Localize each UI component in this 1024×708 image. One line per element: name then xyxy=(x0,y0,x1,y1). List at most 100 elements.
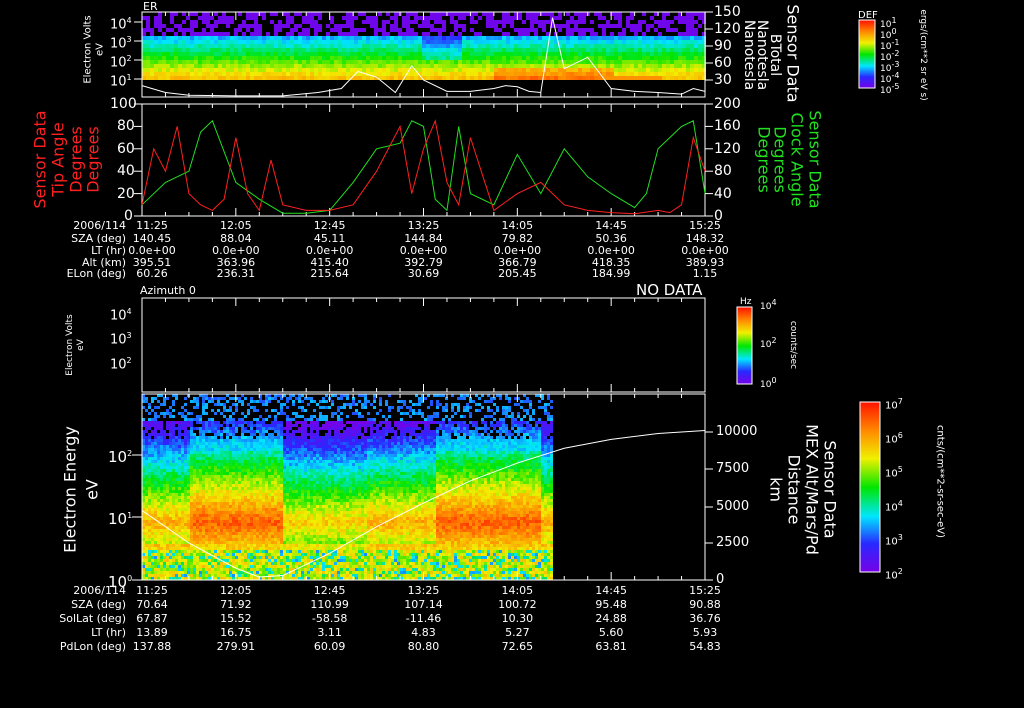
er-cell xyxy=(198,76,202,80)
er-cell xyxy=(390,68,394,72)
electron-cell xyxy=(298,427,301,430)
electron-cell xyxy=(190,472,193,475)
electron-cell xyxy=(163,517,166,520)
electron-cell xyxy=(157,451,160,454)
electron-cell xyxy=(220,430,223,433)
er-cell xyxy=(486,24,490,28)
er-cell xyxy=(406,24,410,28)
er-cell xyxy=(470,36,474,40)
er-cell xyxy=(562,72,566,76)
electron-cell xyxy=(160,547,163,550)
electron-cell xyxy=(238,484,241,487)
electron-cell xyxy=(202,451,205,454)
er-cell xyxy=(574,68,578,72)
er-cell xyxy=(166,56,170,60)
electron-cell xyxy=(205,526,208,529)
er-cell xyxy=(230,44,234,48)
er-cell xyxy=(670,40,674,44)
electron-cell xyxy=(226,532,229,535)
electron-cell xyxy=(151,478,154,481)
er-cell xyxy=(282,12,286,16)
electron-cell xyxy=(268,484,271,487)
electron-cell xyxy=(253,496,256,499)
electron-cell xyxy=(217,493,220,496)
electron-cell xyxy=(262,514,265,517)
er-cell xyxy=(690,40,694,44)
er-cell xyxy=(514,72,518,76)
er-cell xyxy=(470,48,474,52)
electron-cell xyxy=(298,484,301,487)
electron-cell xyxy=(244,397,247,400)
electron-cell xyxy=(160,448,163,451)
er-cell xyxy=(538,76,542,80)
electron-cell xyxy=(220,487,223,490)
electron-cell xyxy=(202,574,205,577)
er-cell xyxy=(250,36,254,40)
electron-cell xyxy=(259,559,262,562)
electron-cell xyxy=(238,556,241,559)
er-cell xyxy=(666,48,670,52)
electron-cell xyxy=(247,487,250,490)
er-cell xyxy=(506,12,510,16)
er-cell xyxy=(150,68,154,72)
electron-cell xyxy=(181,547,184,550)
er-cell xyxy=(566,24,570,28)
electron-cell xyxy=(199,445,202,448)
electron-cell xyxy=(199,526,202,529)
electron-cell xyxy=(235,556,238,559)
er-cell xyxy=(322,68,326,72)
er-cell xyxy=(330,76,334,80)
er-cell xyxy=(582,60,586,64)
er-cell xyxy=(182,12,186,16)
electron-cell xyxy=(145,484,148,487)
electron-cell xyxy=(175,484,178,487)
er-cell xyxy=(278,76,282,80)
electron-cell xyxy=(262,508,265,511)
electron-cell xyxy=(298,496,301,499)
electron-cell xyxy=(268,424,271,427)
electron-cell xyxy=(151,517,154,520)
er-cell xyxy=(558,36,562,40)
er-cell xyxy=(390,60,394,64)
electron-cell xyxy=(271,523,274,526)
er-cell xyxy=(226,16,230,20)
electron-cell xyxy=(271,478,274,481)
electron-cell xyxy=(226,463,229,466)
electron-cell xyxy=(142,439,145,442)
electron-cell xyxy=(232,412,235,415)
electron-cell xyxy=(280,442,283,445)
electron-cell xyxy=(190,517,193,520)
electron-cell xyxy=(229,508,232,511)
electron-cell xyxy=(172,550,175,553)
electron-cell xyxy=(181,538,184,541)
electron-cell xyxy=(286,508,289,511)
electron-cell xyxy=(295,457,298,460)
er-cell xyxy=(570,28,574,32)
electron-cell xyxy=(163,574,166,577)
er-cell xyxy=(478,40,482,44)
electron-cell xyxy=(217,574,220,577)
er-cell xyxy=(690,20,694,24)
electron-cell xyxy=(223,559,226,562)
electron-cell xyxy=(202,493,205,496)
electron-cell xyxy=(202,559,205,562)
er-cell xyxy=(602,76,606,80)
er-cell xyxy=(242,44,246,48)
electron-cell xyxy=(289,526,292,529)
electron-cell xyxy=(157,406,160,409)
er-cell xyxy=(498,68,502,72)
electron-cell xyxy=(178,424,181,427)
er-cell xyxy=(646,24,650,28)
er-cell xyxy=(702,40,706,44)
electron-cell xyxy=(163,535,166,538)
electron-cell xyxy=(241,466,244,469)
er-cell xyxy=(322,48,326,52)
electron-cell xyxy=(148,448,151,451)
er-cell xyxy=(454,64,458,68)
electron-cell xyxy=(148,538,151,541)
electron-cell xyxy=(229,442,232,445)
er-cell xyxy=(254,40,258,44)
electron-cell xyxy=(277,454,280,457)
er-cell xyxy=(482,48,486,52)
electron-cell xyxy=(277,436,280,439)
